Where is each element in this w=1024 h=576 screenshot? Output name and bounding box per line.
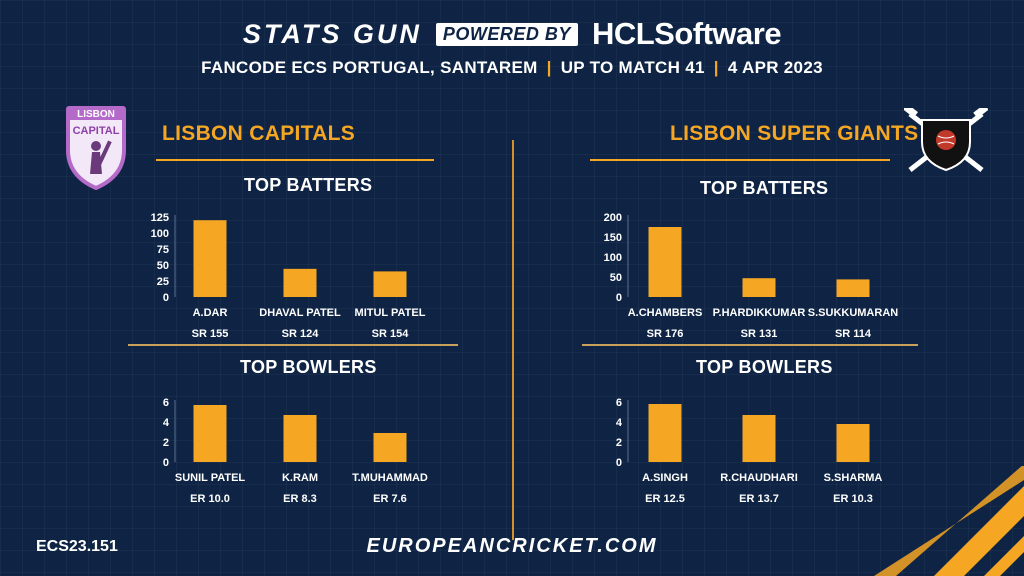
date: 4 APR 2023 [727,58,823,77]
y-tick-label: 100 [151,228,169,240]
powered-by-badge: POWERED BY [435,22,578,46]
y-tick-label: 125 [151,212,169,224]
logo-text-top: LISBON [77,109,115,120]
x-tick-label: A.CHAMBERS [628,307,703,319]
x-tick-label: A.SINGH [642,472,688,484]
separator: | [713,58,719,77]
y-tick-label: 25 [157,276,169,288]
bar [742,415,776,462]
bar [283,268,317,297]
event-name: FANCODE ECS PORTUGAL, SANTAREM [201,58,538,77]
bar [373,433,407,462]
x-tick-label: S.SUKKUMARAN [808,307,899,319]
x-tick-label: A.DAR [193,307,228,319]
bar [283,415,317,462]
x-tick-label: K.RAM [282,472,318,484]
left-team-name: LISBON CAPITALS [162,122,356,145]
y-tick-label: 0 [163,457,169,469]
left-section-rule [128,344,458,346]
data-sub-label: SR 131 [741,328,778,340]
right-batters-title: TOP BATTERS [700,178,829,198]
bar [373,271,407,297]
footer-code: ECS23.151 [36,538,118,555]
y-tick-label: 100 [604,252,622,264]
right-team-name: LISBON SUPER GIANTS [670,122,919,145]
bar [648,227,682,297]
bar [836,279,870,297]
y-tick-label: 6 [616,397,622,409]
bar [648,404,682,462]
y-tick-label: 75 [157,244,169,256]
y-tick-label: 50 [157,260,169,272]
data-sub-label: SR 155 [192,328,229,340]
y-tick-label: 2 [163,437,169,449]
x-tick-label: P.HARDIKKUMAR [713,307,806,319]
right-section-rule [582,344,918,346]
bar [193,405,227,462]
left-team-rule [156,159,434,161]
left-bowlers-chart: 0 2 4 6 SUNIL PATEL ER 10.0 K.RAM ER 8.3 T.MUHAM… [163,397,428,505]
y-tick-label: 4 [163,417,170,429]
right-team-rule [590,159,890,161]
y-tick-label: 150 [604,232,622,244]
bar [742,278,776,297]
y-tick-label: 6 [163,397,169,409]
logo-text-bottom: CAPITAL [73,125,120,137]
y-tick-label: 0 [616,457,622,469]
lisbon-super-giants-logo [904,108,988,172]
bar [836,424,870,462]
data-sub-label: ER 8.3 [283,493,317,505]
data-sub-label: ER 10.0 [190,493,230,505]
data-sub-label: ER 7.6 [373,493,407,505]
bar [193,220,227,297]
data-sub-label: SR 114 [835,328,872,340]
brand-row: STATS GUN POWERED BY HCLSoftware [0,16,1024,52]
x-tick-label: DHAVAL PATEL [259,307,341,319]
data-sub-label: SR 154 [372,328,410,340]
sponsor-logo: HCLSoftware [591,16,782,51]
match-range: UP TO MATCH 41 [560,58,705,77]
y-tick-label: 0 [163,292,169,304]
separator: | [546,58,552,77]
x-tick-label: MITUL PATEL [355,307,426,319]
subtitle: FANCODE ECS PORTUGAL, SANTAREM | UP TO M… [0,58,1024,78]
data-sub-label: SR 124 [282,328,320,340]
left-batters-chart: 0 25 50 75 100 125 A.DAR SR 155 DHAVAL PATEL SR 1… [151,212,426,340]
data-sub-label: SR 176 [647,328,684,340]
data-sub-label: ER 13.7 [739,493,779,505]
y-tick-label: 0 [616,292,622,304]
data-sub-label: ER 12.5 [645,493,685,505]
y-tick-label: 4 [616,417,623,429]
footer-site[interactable]: EUROPEANCRICKET.COM [366,535,658,557]
x-tick-label: SUNIL PATEL [175,472,246,484]
y-tick-label: 200 [604,212,622,224]
x-tick-label: S.SHARMA [824,472,883,484]
right-bowlers-title: TOP BOWLERS [696,357,833,377]
left-bowlers-title: TOP BOWLERS [240,357,377,377]
right-bowlers-chart: 0 2 4 6 A.SINGH ER 12.5 R.CHAUDHARI ER 13.7 S.SH… [616,397,883,505]
x-tick-label: T.MUHAMMAD [352,472,428,484]
x-tick-label: R.CHAUDHARI [720,472,798,484]
center-divider [512,140,514,540]
lisbon-capitals-logo: LISBON CAPITAL [66,106,126,190]
header: STATS GUN POWERED BY HCLSoftware FANCODE… [0,16,1024,78]
y-tick-label: 50 [610,272,622,284]
right-batters-chart: 0 50 100 150 200 A.CHAMBERS SR 176 P.HARDIKKUMA… [604,212,899,340]
brand-title: STATS GUN [242,18,422,49]
data-sub-label: ER 10.3 [833,493,873,505]
left-batters-title: TOP BATTERS [244,175,373,195]
decorative-stripes [874,466,1024,576]
y-tick-label: 2 [616,437,622,449]
